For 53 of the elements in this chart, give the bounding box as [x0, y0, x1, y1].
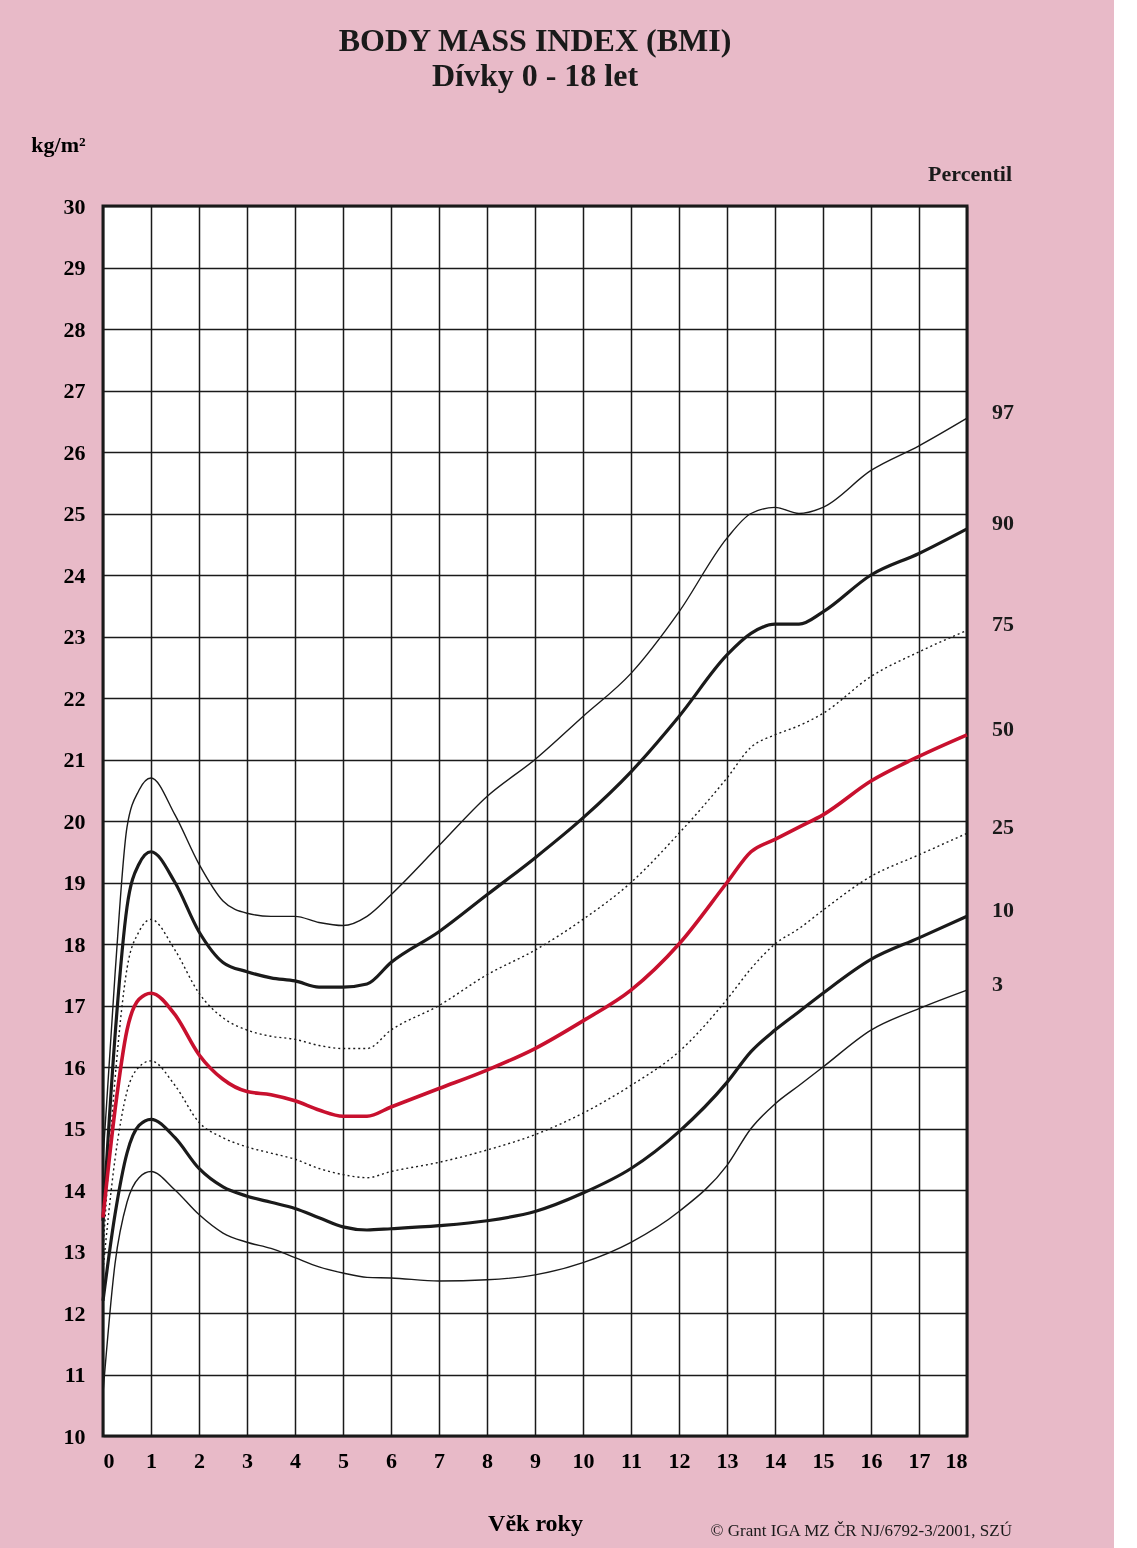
- chart-title: BODY MASS INDEX (BMI): [338, 22, 732, 58]
- y-tick-label: 21: [63, 747, 86, 772]
- y-tick-label: 20: [63, 808, 86, 834]
- chart-subtitle: Dívky 0 - 18 let: [431, 57, 639, 93]
- y-tick-label: 18: [63, 931, 86, 957]
- y-tick-label: 19: [63, 870, 86, 895]
- x-tick-label: 7: [434, 1447, 445, 1473]
- y-tick-label: 29: [63, 255, 86, 280]
- y-tick-label: 26: [63, 439, 86, 465]
- y-tick-label: 30: [63, 193, 86, 219]
- y-tick-label: 24: [63, 562, 86, 588]
- y-tick-label: 16: [63, 1054, 86, 1080]
- x-tick-label: 15: [812, 1447, 835, 1473]
- y-tick-label: 10: [63, 1423, 86, 1449]
- series-label: 3: [992, 971, 1003, 997]
- series-label: 75: [992, 611, 1014, 637]
- x-tick-label: 12: [668, 1447, 691, 1473]
- x-tick-label: 16: [860, 1447, 883, 1473]
- x-tick-label: 9: [530, 1447, 541, 1473]
- x-tick-label: 17: [908, 1447, 931, 1473]
- x-tick-label: 3: [242, 1447, 253, 1473]
- series-label: 90: [992, 509, 1014, 535]
- x-tick-label: 4: [290, 1447, 301, 1473]
- y-tick-label: 28: [63, 316, 86, 342]
- x-tick-label: 18: [945, 1447, 968, 1473]
- y-tick-label: 17: [63, 993, 86, 1018]
- x-tick-label: 14: [764, 1447, 787, 1473]
- y-tick-label: 27: [63, 378, 86, 403]
- x-axis-title: Věk roky: [488, 1509, 583, 1536]
- x-tick-label: 0: [103, 1447, 115, 1473]
- y-tick-label: 13: [63, 1239, 86, 1264]
- series-label: 10: [992, 897, 1014, 923]
- text: © Grant IGA MZ ČR NJ/6792-3/2001, SZÚ: [710, 1521, 1012, 1540]
- y-tick-label: 14: [63, 1177, 86, 1203]
- x-tick-label: 10: [572, 1447, 595, 1473]
- x-tick-label: 13: [716, 1447, 739, 1473]
- y-tick-label: 12: [63, 1300, 86, 1326]
- y-tick-label: 15: [63, 1116, 86, 1141]
- y-tick-label: 25: [63, 501, 86, 526]
- x-tick-label: 1: [146, 1447, 157, 1473]
- x-tick-label: 6: [386, 1447, 397, 1473]
- text: Percentil: [928, 161, 1012, 186]
- x-tick-label: 5: [338, 1447, 349, 1473]
- y-axis-title: kg/m²: [31, 131, 87, 157]
- series-label: 25: [992, 814, 1014, 840]
- x-tick-label: 11: [621, 1447, 642, 1473]
- x-tick-label: 8: [482, 1447, 493, 1473]
- y-tick-label: 11: [64, 1362, 86, 1387]
- series-label: 50: [992, 715, 1014, 741]
- series-label: 97: [992, 399, 1014, 425]
- x-tick-label: 2: [194, 1447, 205, 1473]
- y-tick-label: 22: [63, 685, 86, 711]
- y-tick-label: 23: [63, 624, 86, 649]
